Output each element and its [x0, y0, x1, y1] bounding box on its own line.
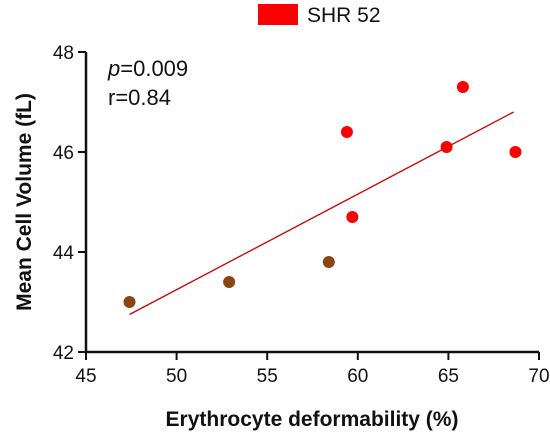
x-tick-label: 70 [528, 366, 549, 387]
legend-swatch [258, 4, 298, 25]
x-tick-label: 50 [166, 366, 187, 387]
data-point [509, 146, 522, 158]
y-tick-label: 46 [53, 143, 74, 164]
r-value-annotation: r=0.84 [108, 85, 171, 110]
p-symbol: p [107, 56, 120, 81]
legend: SHR 52 [258, 4, 381, 27]
y-axis-title: Mean Cell Volume (fL) [13, 93, 36, 311]
legend-label: SHR 52 [307, 4, 381, 27]
axes [84, 52, 539, 354]
data-point [456, 81, 469, 93]
x-axis-title: Erythrocyte deformability (%) [166, 408, 459, 431]
regression-line [129, 111, 514, 316]
data-point [223, 276, 236, 288]
x-tick-label: 55 [257, 366, 278, 387]
y-tick-label: 42 [53, 343, 74, 364]
data-point [346, 211, 359, 223]
y-tick-label: 44 [53, 243, 75, 264]
x-ticks: 45 50 55 60 65 70 [75, 352, 550, 387]
data-point [123, 296, 136, 308]
data-point [340, 126, 353, 138]
p-value: =0.009 [120, 56, 188, 81]
y-tick-label: 48 [53, 43, 74, 64]
x-tick-label: 65 [438, 366, 459, 387]
p-value-annotation: p=0.009 [107, 56, 188, 81]
data-point [440, 141, 453, 153]
x-tick-label: 45 [75, 366, 96, 387]
x-tick-label: 60 [347, 366, 368, 387]
data-point [322, 256, 335, 268]
data-points [123, 81, 522, 308]
y-ticks: 42 44 46 48 [53, 43, 86, 364]
